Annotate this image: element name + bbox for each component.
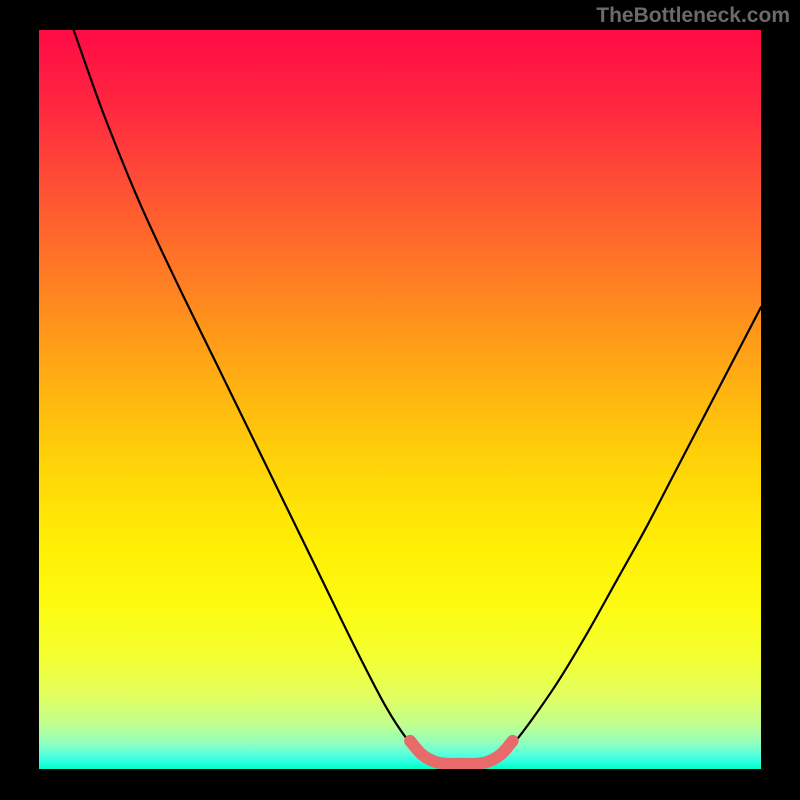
watermark: TheBottleneck.com [596,4,790,28]
gradient-background [39,30,761,769]
plot-svg [39,30,761,769]
plot-area [39,30,761,769]
chart-container: TheBottleneck.com [0,0,800,800]
